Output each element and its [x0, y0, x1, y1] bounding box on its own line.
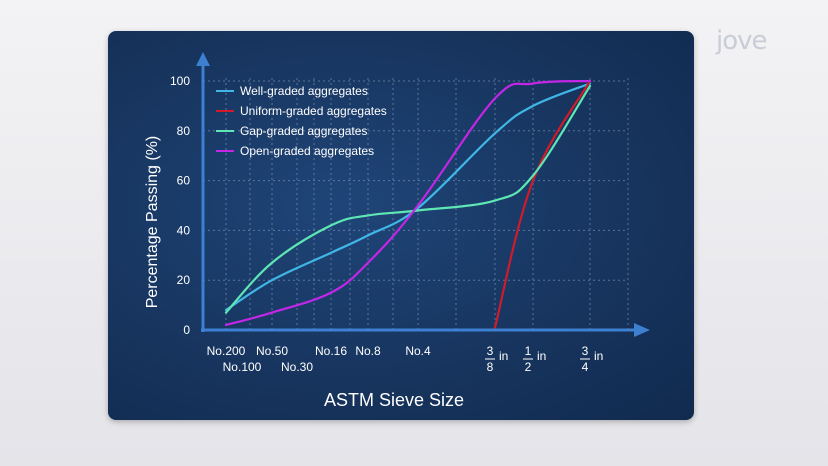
x-tick-label: No.8: [355, 344, 381, 358]
y-ticks: 0 20 40 60 80 100: [170, 74, 190, 337]
y-tick-label: 40: [177, 223, 191, 237]
jove-logo: jove: [716, 26, 768, 56]
x-axis-label: ASTM Sieve Size: [324, 390, 464, 410]
y-tick-label: 0: [183, 323, 190, 337]
x-tick-label: No.4: [405, 344, 431, 358]
series-line-2: [224, 84, 592, 314]
x-tick-fraction-unit: in: [499, 349, 508, 363]
x-axis-arrow: [634, 323, 650, 337]
x-tick-fraction-denominator: 8: [487, 360, 494, 374]
axes: [196, 52, 650, 337]
x-tick-fraction-denominator: 2: [525, 360, 532, 374]
series-line-0: [224, 82, 592, 312]
x-tick-fraction-denominator: 4: [582, 360, 589, 374]
legend: Well-graded aggregates Uniform-graded agg…: [216, 84, 387, 158]
y-tick-label: 100: [170, 74, 190, 88]
y-axis-label: Percentage Passing (%): [144, 136, 161, 309]
x-tick-label: No.200: [207, 344, 246, 358]
x-tick-fraction-numerator: 3: [582, 344, 589, 358]
series-line-1: [493, 79, 592, 329]
x-tick-label: No.50: [256, 344, 288, 358]
x-tick-label: No.100: [223, 360, 262, 374]
legend-label-1: Uniform-graded aggregates: [240, 104, 387, 118]
x-tick-label: No.16: [315, 344, 347, 358]
y-tick-label: 60: [177, 174, 191, 188]
series-lines: [224, 79, 592, 329]
legend-label-0: Well-graded aggregates: [240, 84, 368, 98]
x-tick-fraction-numerator: 1: [525, 344, 532, 358]
x-tick-label: No.30: [281, 360, 313, 374]
x-tick-fraction-unit: in: [537, 349, 546, 363]
x-tick-fraction-unit: in: [594, 349, 603, 363]
legend-label-2: Gap-graded aggregates: [240, 124, 367, 138]
y-tick-label: 80: [177, 124, 191, 138]
y-axis-arrow: [196, 52, 210, 66]
series-line-3: [224, 79, 592, 327]
x-tick-fraction-numerator: 3: [487, 344, 494, 358]
y-tick-label: 20: [177, 273, 191, 287]
legend-label-3: Open-graded aggregates: [240, 144, 374, 158]
